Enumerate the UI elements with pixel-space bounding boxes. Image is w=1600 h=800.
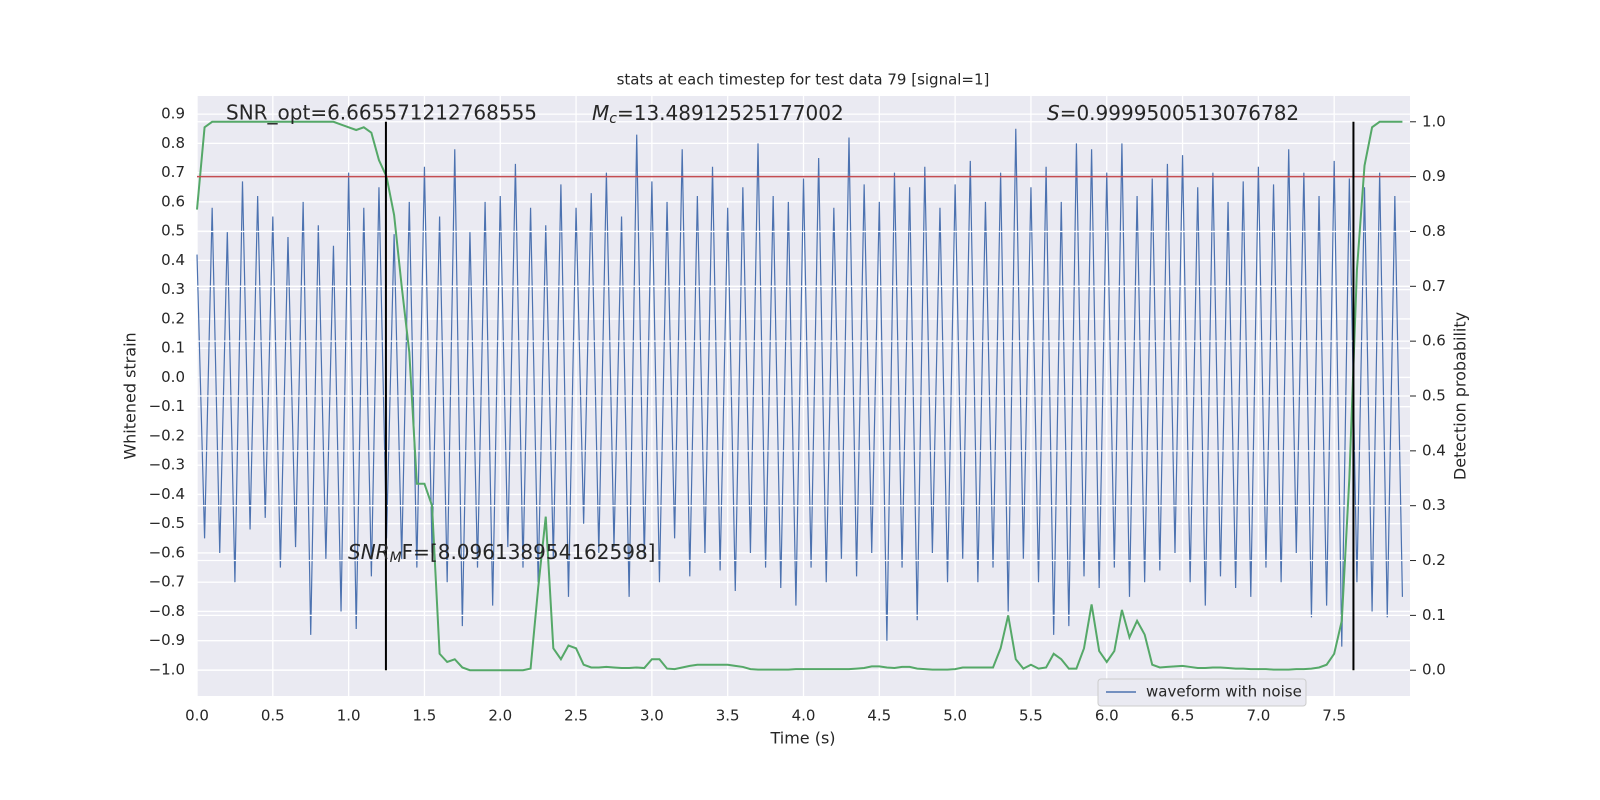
x-tick-label: 2.0 bbox=[488, 707, 512, 725]
x-tick-label: 7.0 bbox=[1246, 707, 1270, 725]
y-tick-label: 0.3 bbox=[161, 280, 185, 298]
y-tick-label: 0.6 bbox=[161, 192, 185, 210]
annotation: SNR_opt=6.665571212768555 bbox=[226, 101, 537, 125]
series-line bbox=[196, 120, 1403, 672]
y-axis-label: Whitened strain bbox=[121, 332, 140, 459]
x-tick-label: 4.5 bbox=[867, 707, 891, 725]
annotation-text: F=[8.096138954162598] bbox=[402, 540, 656, 564]
annotation-symbol: SNR bbox=[348, 540, 390, 564]
x-tick-label: 3.0 bbox=[640, 707, 664, 725]
y-tick-label: −0.8 bbox=[149, 602, 185, 620]
annotation: SNRMF=[8.096138954162598] bbox=[348, 540, 655, 567]
x-tick-label: 2.5 bbox=[564, 707, 588, 725]
x-tick-label: 6.5 bbox=[1171, 707, 1195, 725]
y-tick-label: 0.8 bbox=[161, 134, 185, 152]
legend: waveform with noise bbox=[1097, 678, 1307, 707]
y-tick-label: 0.1 bbox=[161, 339, 185, 357]
y2-axis-label: Detection probability bbox=[1451, 312, 1470, 480]
x-tick-label: 5.0 bbox=[943, 707, 967, 725]
y-tick-label: −0.2 bbox=[149, 426, 185, 444]
y-tick-label: −0.3 bbox=[149, 456, 185, 474]
y2-tick-label: 0.1 bbox=[1422, 606, 1446, 624]
y2-tick-label: 0.3 bbox=[1422, 496, 1446, 514]
x-axis-label: Time (s) bbox=[769, 729, 835, 748]
y2-tick-label: 0.8 bbox=[1422, 222, 1446, 240]
annotation-text: =13.48912525177002 bbox=[617, 101, 844, 125]
y-tick-label: −0.9 bbox=[149, 631, 185, 649]
y2-tick-label: 0.6 bbox=[1422, 332, 1446, 350]
x-tick-label: 4.0 bbox=[792, 707, 816, 725]
annotation-symbol: S bbox=[1047, 101, 1060, 125]
x-tick-label: 0.5 bbox=[261, 707, 285, 725]
y2-tick-label: 0.2 bbox=[1422, 551, 1446, 569]
x-tick-label: 6.0 bbox=[1095, 707, 1119, 725]
under-layer bbox=[196, 96, 1410, 696]
annotation-symbol: M bbox=[592, 101, 609, 125]
y-tick-label: −0.5 bbox=[149, 514, 185, 532]
y2-tick-label: 0.9 bbox=[1422, 167, 1446, 185]
y2-tick-label: 0.4 bbox=[1422, 441, 1446, 459]
x-tick-label: 7.5 bbox=[1322, 707, 1346, 725]
y-tick-label: 0.4 bbox=[161, 251, 185, 269]
y2-tick-label: 0.5 bbox=[1422, 387, 1446, 405]
annotation-subscript: c bbox=[609, 111, 617, 127]
x-tick-label: 0.0 bbox=[185, 707, 209, 725]
annotation-subscript: M bbox=[390, 550, 402, 566]
y-tick-label: 0.9 bbox=[161, 105, 185, 123]
y-tick-label: −0.1 bbox=[149, 397, 185, 415]
y2-tick-label: 1.0 bbox=[1422, 112, 1446, 130]
legend-label: waveform with noise bbox=[1146, 683, 1302, 701]
annotation: Mc=13.48912525177002 bbox=[592, 101, 844, 128]
y-tick-label: 0.7 bbox=[161, 163, 185, 181]
y-tick-label: 0.0 bbox=[161, 368, 185, 386]
x-tick-label: 5.5 bbox=[1019, 707, 1043, 725]
y-tick-label: −0.4 bbox=[149, 485, 185, 503]
annotation: S=0.9999500513076782 bbox=[1047, 101, 1299, 125]
x-tick-label: 1.5 bbox=[413, 707, 437, 725]
x-tick-label: 3.5 bbox=[716, 707, 740, 725]
y-tick-label: −1.0 bbox=[149, 660, 185, 678]
legend-box bbox=[1097, 678, 1307, 707]
chart-title: stats at each timestep for test data 79 … bbox=[617, 71, 990, 89]
y2-tick-label: 0.7 bbox=[1422, 277, 1446, 295]
y-tick-label: 0.5 bbox=[161, 222, 185, 240]
y-tick-label: −0.6 bbox=[149, 543, 185, 561]
y-tick-label: 0.2 bbox=[161, 309, 185, 327]
annotation-text: =0.9999500513076782 bbox=[1060, 101, 1299, 125]
x-tick-label: 1.0 bbox=[337, 707, 361, 725]
y2-tick-label: 0.0 bbox=[1422, 661, 1446, 679]
over-layer bbox=[196, 120, 1410, 672]
y-tick-label: −0.7 bbox=[149, 573, 185, 591]
